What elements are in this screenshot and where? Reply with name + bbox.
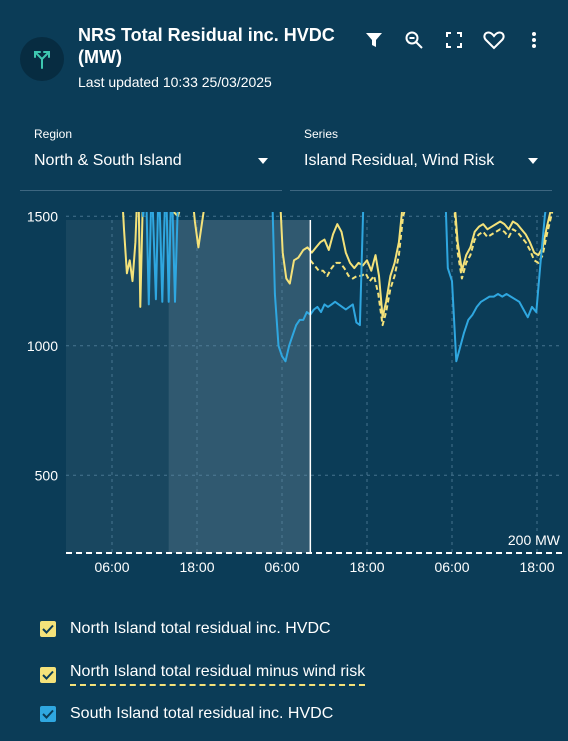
zoom-button[interactable]	[394, 28, 434, 52]
series-north	[122, 212, 552, 319]
x-tick-label: 18:00	[349, 559, 384, 575]
series-value: Island Residual, Wind Risk	[304, 152, 495, 169]
app-icon	[20, 37, 64, 81]
heart-icon	[483, 31, 505, 50]
history-shade	[66, 220, 311, 553]
x-tick-label: 06:00	[434, 559, 469, 575]
series-north-wind	[309, 212, 554, 327]
legend-item-north[interactable]: North Island total residual inc. HVDC	[40, 620, 331, 638]
y-tick-label: 1500	[27, 212, 58, 224]
toolbar	[354, 28, 554, 52]
more-vertical-icon	[532, 32, 536, 48]
highlight-shade	[168, 220, 311, 553]
x-tick-label: 18:00	[179, 559, 214, 575]
y-tick-label: 1000	[27, 338, 58, 354]
checkbox-checked-icon	[40, 666, 56, 683]
checkbox-checked-icon	[40, 621, 56, 637]
series-select[interactable]: Series Island Residual, Wind Risk	[290, 124, 552, 191]
filter-button[interactable]	[354, 28, 394, 52]
legend-label-north-wind: North Island total residual minus wind r…	[70, 663, 366, 686]
favourite-button[interactable]	[474, 28, 514, 52]
checkbox-checked-icon	[40, 706, 56, 722]
filter-icon	[366, 33, 382, 47]
more-button[interactable]	[514, 28, 554, 52]
fullscreen-button[interactable]	[434, 28, 474, 52]
fullscreen-icon	[446, 32, 462, 48]
threshold-label: 200 MW	[508, 532, 561, 548]
chart-title: NRS Total Residual inc. HVDC (MW)	[78, 25, 335, 67]
region-select[interactable]: Region North & South Island	[20, 124, 282, 191]
region-label: Region	[34, 127, 73, 141]
zoom-icon	[405, 31, 423, 49]
last-updated: Last updated 10:33 25/03/2025	[78, 74, 272, 90]
chevron-down-icon	[528, 158, 538, 164]
x-tick-label: 18:00	[519, 559, 554, 575]
x-tick-label: 06:00	[94, 559, 129, 575]
line-chart[interactable]: 500100015002000250006:0018:0006:0018:000…	[0, 212, 568, 592]
legend-label-north: North Island total residual inc. HVDC	[70, 620, 331, 637]
legend-item-south[interactable]: South Island total residual inc. HVDC	[40, 705, 333, 723]
y-tick-label: 500	[35, 467, 59, 483]
legend-label-south: South Island total residual inc. HVDC	[70, 705, 334, 722]
series-south	[141, 212, 547, 363]
chart-header: NRS Total Residual inc. HVDC (MW) Last u…	[0, 0, 568, 110]
series-label: Series	[304, 127, 339, 141]
region-value: North & South Island	[34, 152, 182, 169]
merge-arrows-icon	[34, 51, 50, 69]
chevron-down-icon	[258, 158, 268, 164]
legend-item-north-wind[interactable]: North Island total residual minus wind r…	[40, 663, 366, 686]
x-tick-label: 06:00	[264, 559, 299, 575]
